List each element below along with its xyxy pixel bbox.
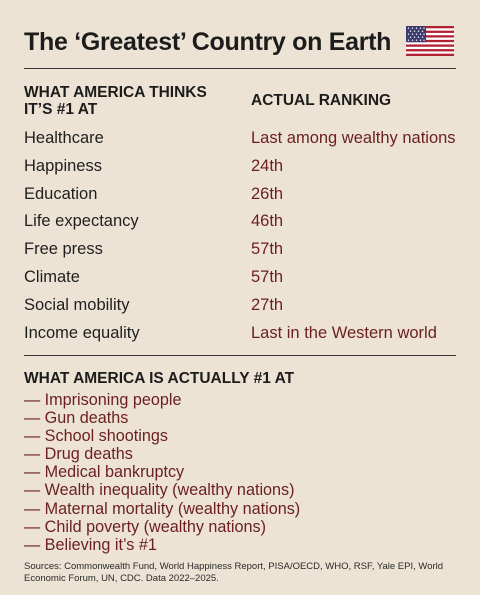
row-label: Climate (24, 267, 80, 286)
us-flag-icon (406, 26, 454, 56)
list-item: — Medical bankruptcy (24, 463, 185, 482)
actual-list: — Imprisoning people — Gun deaths — Scho… (24, 391, 300, 554)
table-row: Life expectancy 46th (24, 208, 460, 236)
row-rank: Last in the Western world (251, 323, 437, 342)
row-label: Healthcare (24, 129, 104, 147)
row-rank: Last among wealthy nations (251, 129, 456, 147)
column-header-actual: ACTUAL RANKING (251, 92, 392, 109)
table-row: Healthcare Last among wealthy nations (24, 125, 460, 153)
list-item: — Gun deaths (24, 409, 129, 428)
table-row: Free press 57th (24, 236, 460, 264)
list-item: — Wealth inequality (wealthy nations) (24, 481, 295, 500)
list-item: — Believing it’s #1 (24, 535, 157, 554)
header: The ‘Greatest’ Country on Earth (24, 26, 456, 60)
table-row: Education 26th (24, 181, 460, 209)
row-label: Free press (24, 240, 103, 259)
table-row: Income equality Last in the Western worl… (24, 320, 460, 348)
section-heading-actual: WHAT AMERICA IS ACTUALLY #1 AT (24, 370, 295, 387)
row-label: Social mobility (24, 295, 130, 314)
row-rank: 24th (251, 156, 284, 175)
column-header-thinks: WHAT AMERICA THINKS IT’S #1 AT (24, 84, 207, 118)
table-row: Happiness 24th (24, 153, 460, 181)
sources-note: Sources: Commonwealth Fund, World Happin… (24, 561, 444, 584)
divider-top (24, 68, 456, 69)
row-label: Life expectancy (24, 212, 139, 231)
row-rank: 26th (251, 184, 284, 203)
list-item: — School shootings (24, 427, 168, 446)
divider-middle (24, 355, 456, 356)
table-row: Climate 57th (24, 264, 460, 292)
row-rank: 46th (251, 212, 284, 231)
list-item: — Maternal mortality (wealthy nations) (24, 499, 301, 518)
list-item: — Drug deaths (24, 445, 133, 464)
row-rank: 27th (251, 295, 284, 314)
list-item: — Imprisoning people (24, 391, 182, 409)
list-item: — Child poverty (wealthy nations) (24, 517, 267, 536)
table-row: Social mobility 27th (24, 292, 460, 320)
rankings-table: Healthcare Last among wealthy nations Ha… (24, 125, 460, 347)
row-rank: 57th (251, 267, 284, 286)
row-label: Education (24, 184, 98, 203)
row-label: Happiness (24, 156, 102, 175)
row-rank: 57th (251, 240, 284, 259)
page-title: The ‘Greatest’ Country on Earth (24, 28, 392, 56)
row-label: Income equality (24, 323, 140, 342)
